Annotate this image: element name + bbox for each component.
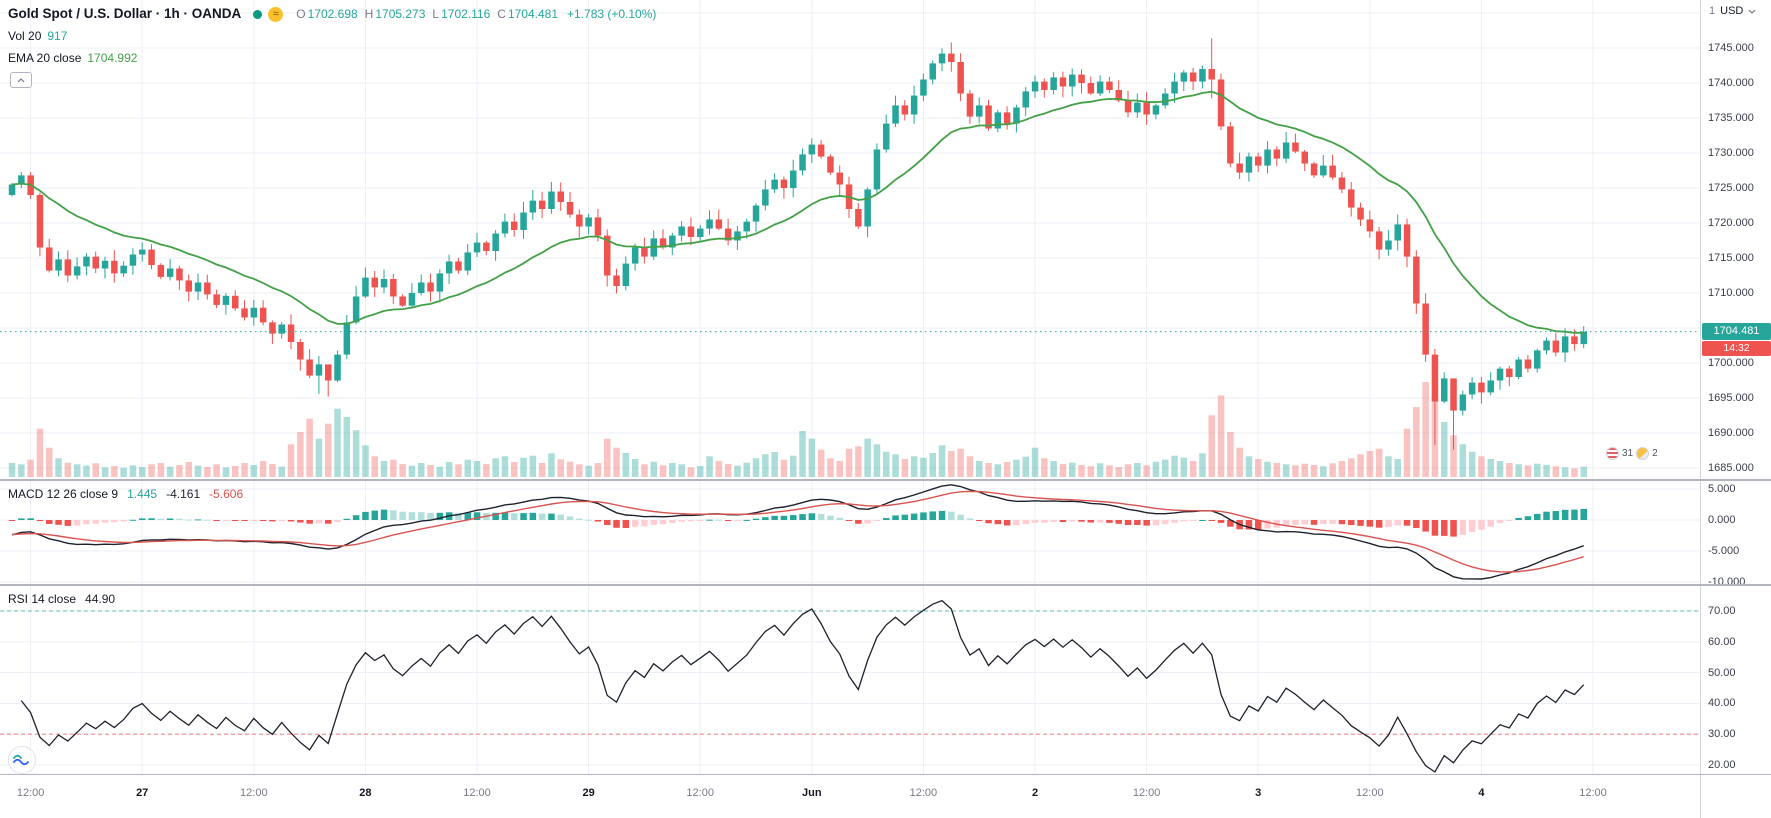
time-axis-label: 29 bbox=[582, 787, 595, 799]
macd-axis-label: 0.000 bbox=[1708, 514, 1736, 526]
time-axis-label: 12:00 bbox=[686, 787, 714, 799]
pane-separator[interactable] bbox=[0, 479, 1771, 481]
price-axis-label: 1730.000 bbox=[1708, 147, 1754, 159]
provider-logo[interactable] bbox=[8, 746, 36, 774]
price-axis-label: 1725.000 bbox=[1708, 182, 1754, 194]
volume-series bbox=[8, 382, 1587, 477]
macd-axis-label: -5.000 bbox=[1708, 545, 1740, 557]
price-axis-label: 1685.000 bbox=[1708, 462, 1754, 474]
macd-axis-label: -10.000 bbox=[1708, 576, 1746, 588]
event-markers[interactable]: 31 2 bbox=[1606, 447, 1658, 460]
macd-signal-line bbox=[11, 490, 1584, 573]
delayed-data-icon: ≈ bbox=[268, 7, 284, 23]
ema-line bbox=[11, 90, 1584, 334]
rsi-axis-label: 20.00 bbox=[1708, 759, 1736, 771]
macd-histogram bbox=[8, 508, 1587, 537]
price-axis-label: 1740.000 bbox=[1708, 77, 1754, 89]
rsi-axis-label: 70.00 bbox=[1708, 605, 1736, 617]
macd-signal-value: -5.606 bbox=[209, 487, 244, 501]
macd-axis-label: 5.000 bbox=[1708, 483, 1736, 495]
currency-button[interactable]: 1 USD bbox=[1709, 5, 1756, 17]
volume-legend[interactable]: Vol 20 917 bbox=[8, 29, 67, 43]
currency-label: USD bbox=[1720, 5, 1744, 17]
time-axis-label: 12:00 bbox=[909, 787, 938, 799]
macd-hist-value: 1.445 bbox=[127, 487, 158, 501]
price-axis-label: 1695.000 bbox=[1708, 392, 1754, 404]
ema-value: 1704.992 bbox=[87, 51, 138, 65]
rsi-value: 44.90 bbox=[85, 592, 116, 606]
rsi-line bbox=[20, 599, 1585, 773]
volume-value: 917 bbox=[47, 29, 68, 43]
main-series-legend[interactable]: Gold Spot / U.S. Dollar · 1h · OANDA ≈ O 17… bbox=[8, 6, 657, 23]
event-count: 31 bbox=[1622, 448, 1634, 459]
time-axis-separator bbox=[0, 774, 1771, 775]
macd-title: MACD 12 26 close 9 bbox=[8, 487, 119, 501]
waves-logo-icon bbox=[13, 754, 29, 766]
market-open-icon bbox=[253, 10, 263, 20]
time-axis-label: 12:00 bbox=[1579, 787, 1607, 799]
bar-countdown-badge: 14:32 bbox=[1702, 341, 1771, 356]
time-axis-label: 28 bbox=[359, 787, 372, 799]
time-axis-label: Jun bbox=[802, 787, 822, 799]
time-axis-label: 12:00 bbox=[1356, 787, 1384, 799]
time-axis-label: 12:00 bbox=[16, 787, 45, 799]
rsi-axis-label: 50.00 bbox=[1708, 666, 1736, 679]
chart-canvas[interactable] bbox=[0, 0, 1700, 818]
price-axis[interactable]: 1 USD 1704.481 14:32 1745.000 1740.000 173… bbox=[1700, 0, 1771, 818]
price-axis-label: 1745.000 bbox=[1708, 42, 1754, 54]
chevron-down-icon bbox=[1748, 9, 1756, 14]
ohlc-values: O 1702.698 H 1705.273 L 1702.116 C 1704.481 +1.7… bbox=[296, 7, 657, 21]
current-price-badge: 1704.481 bbox=[1702, 323, 1771, 340]
price-axis-label: 1690.000 bbox=[1708, 427, 1754, 439]
time-axis-label: 12:00 bbox=[1132, 787, 1161, 799]
symbol-title: Gold Spot / U.S. Dollar · 1h · OANDA bbox=[8, 6, 242, 21]
price-axis-label: 1710.000 bbox=[1708, 287, 1754, 299]
rsi-title: RSI 14 close bbox=[8, 592, 77, 606]
pane-separator[interactable] bbox=[0, 584, 1771, 586]
price-axis-label: 1715.000 bbox=[1708, 252, 1754, 264]
ema-label: EMA 20 close bbox=[8, 51, 82, 65]
change-value: +1.783 (+0.10%) bbox=[567, 7, 657, 21]
rsi-axis-label: 40.00 bbox=[1708, 697, 1736, 710]
us-flag-event-icon bbox=[1606, 447, 1619, 460]
rsi-axis-label: 30.00 bbox=[1708, 728, 1736, 741]
price-axis-label: 1700.000 bbox=[1708, 357, 1754, 369]
macd-line bbox=[11, 484, 1584, 580]
candle-series bbox=[8, 38, 1587, 450]
macd-legend[interactable]: MACD 12 26 close 9 1.445 -4.161 -5.606 bbox=[8, 487, 243, 501]
time-axis-label: 2 bbox=[1031, 787, 1039, 799]
time-axis-label: 12:00 bbox=[463, 787, 491, 799]
price-axis-label: 1735.000 bbox=[1708, 112, 1754, 124]
rsi-axis-label: 60.00 bbox=[1708, 635, 1736, 648]
time-axis-label: 27 bbox=[136, 787, 149, 799]
legend-collapse-button[interactable] bbox=[10, 72, 32, 88]
time-axis[interactable]: 12:00 27 12:00 28 12:00 29 12:00 Jun 12:00 2 12:00… bbox=[0, 775, 1700, 818]
time-axis-label: 3 bbox=[1255, 787, 1262, 799]
currency-unit: 1 bbox=[1709, 5, 1716, 17]
volume-label: Vol 20 bbox=[8, 29, 42, 43]
price-axis-label: 1720.000 bbox=[1708, 217, 1754, 229]
macd-line-value: -4.161 bbox=[166, 487, 201, 501]
ema-legend[interactable]: EMA 20 close 1704.992 bbox=[8, 51, 137, 65]
grid-vertical bbox=[30, 0, 1594, 774]
chevron-up-icon bbox=[17, 77, 25, 82]
time-axis-label: 4 bbox=[1478, 787, 1485, 799]
event-icon bbox=[1636, 447, 1650, 460]
event-count: 2 bbox=[1652, 448, 1658, 459]
rsi-legend[interactable]: RSI 14 close 44.90 bbox=[8, 592, 115, 606]
time-axis-label: 12:00 bbox=[240, 787, 268, 799]
